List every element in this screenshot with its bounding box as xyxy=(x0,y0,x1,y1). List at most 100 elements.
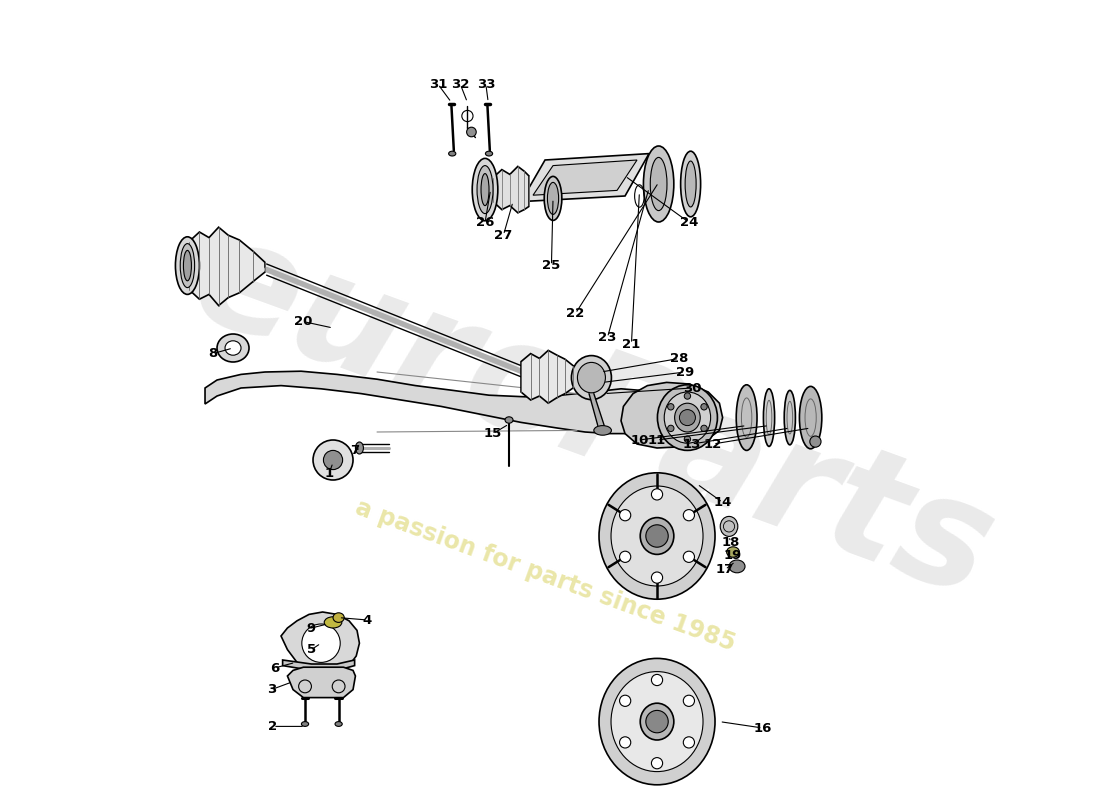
Text: 24: 24 xyxy=(680,216,698,229)
Circle shape xyxy=(619,510,630,521)
Ellipse shape xyxy=(336,722,342,726)
Text: 4: 4 xyxy=(363,614,372,626)
Text: 6: 6 xyxy=(270,662,279,674)
Ellipse shape xyxy=(578,362,605,393)
Polygon shape xyxy=(534,160,637,195)
Text: 1: 1 xyxy=(324,467,333,480)
Ellipse shape xyxy=(610,486,703,586)
Circle shape xyxy=(668,403,674,410)
Text: 11: 11 xyxy=(648,434,667,446)
Text: 3: 3 xyxy=(267,683,276,696)
Ellipse shape xyxy=(729,560,745,573)
Ellipse shape xyxy=(640,703,674,740)
Ellipse shape xyxy=(180,243,195,288)
Ellipse shape xyxy=(548,182,559,214)
Text: 23: 23 xyxy=(598,331,617,344)
Polygon shape xyxy=(189,227,265,306)
Ellipse shape xyxy=(600,473,715,599)
Circle shape xyxy=(651,758,662,769)
Circle shape xyxy=(301,624,340,662)
Ellipse shape xyxy=(485,151,493,156)
Circle shape xyxy=(646,525,668,547)
Ellipse shape xyxy=(477,166,493,214)
Ellipse shape xyxy=(301,722,309,726)
Polygon shape xyxy=(280,612,360,674)
Polygon shape xyxy=(493,166,529,213)
Text: 5: 5 xyxy=(307,643,316,656)
Text: 19: 19 xyxy=(724,549,743,562)
Ellipse shape xyxy=(784,390,795,445)
Text: 33: 33 xyxy=(476,78,495,90)
Circle shape xyxy=(810,436,821,447)
Circle shape xyxy=(651,489,662,500)
Ellipse shape xyxy=(594,426,612,435)
Ellipse shape xyxy=(658,385,717,450)
Ellipse shape xyxy=(664,392,711,443)
Circle shape xyxy=(619,695,630,706)
Ellipse shape xyxy=(449,151,455,156)
Text: 17: 17 xyxy=(716,563,734,576)
Text: euroParts: euroParts xyxy=(174,202,1012,630)
Text: 25: 25 xyxy=(542,259,561,272)
Circle shape xyxy=(323,450,342,470)
Text: 13: 13 xyxy=(683,438,702,450)
Text: 29: 29 xyxy=(675,366,694,378)
Circle shape xyxy=(651,572,662,583)
Circle shape xyxy=(651,674,662,686)
Text: 26: 26 xyxy=(476,216,494,229)
Text: 27: 27 xyxy=(494,229,513,242)
Ellipse shape xyxy=(720,517,738,536)
Circle shape xyxy=(683,551,694,562)
Polygon shape xyxy=(283,660,354,670)
Circle shape xyxy=(683,510,694,521)
Ellipse shape xyxy=(544,176,562,221)
Circle shape xyxy=(314,440,353,480)
Circle shape xyxy=(619,737,630,748)
Ellipse shape xyxy=(674,403,701,432)
Ellipse shape xyxy=(640,518,674,554)
Ellipse shape xyxy=(610,672,703,771)
Text: 12: 12 xyxy=(704,438,723,450)
Ellipse shape xyxy=(650,158,667,210)
Circle shape xyxy=(683,737,694,748)
Circle shape xyxy=(680,410,695,426)
Polygon shape xyxy=(521,154,649,202)
Circle shape xyxy=(701,403,707,410)
Ellipse shape xyxy=(481,174,490,206)
Text: 31: 31 xyxy=(429,78,447,90)
Text: 21: 21 xyxy=(623,338,640,350)
Ellipse shape xyxy=(685,161,696,207)
Ellipse shape xyxy=(800,386,822,449)
Ellipse shape xyxy=(355,442,363,454)
Text: 32: 32 xyxy=(451,78,470,90)
Ellipse shape xyxy=(472,158,498,221)
Ellipse shape xyxy=(571,355,612,399)
Circle shape xyxy=(684,436,691,442)
Circle shape xyxy=(684,393,691,399)
Ellipse shape xyxy=(505,417,513,423)
Polygon shape xyxy=(621,382,723,448)
Polygon shape xyxy=(205,371,666,434)
Ellipse shape xyxy=(763,389,774,446)
Text: a passion for parts since 1985: a passion for parts since 1985 xyxy=(352,496,738,656)
Text: 8: 8 xyxy=(208,347,218,360)
Ellipse shape xyxy=(324,617,342,628)
Text: 15: 15 xyxy=(484,427,503,440)
Text: 10: 10 xyxy=(630,434,649,446)
Ellipse shape xyxy=(226,341,241,355)
Text: 18: 18 xyxy=(722,536,740,549)
Circle shape xyxy=(683,695,694,706)
Circle shape xyxy=(646,710,668,733)
Ellipse shape xyxy=(644,146,674,222)
Text: 30: 30 xyxy=(683,382,702,394)
Circle shape xyxy=(466,127,476,137)
Ellipse shape xyxy=(217,334,249,362)
Ellipse shape xyxy=(333,613,344,622)
Polygon shape xyxy=(521,350,580,403)
Ellipse shape xyxy=(600,658,715,785)
Text: 22: 22 xyxy=(566,307,584,320)
Text: 9: 9 xyxy=(307,622,316,634)
Ellipse shape xyxy=(736,385,757,450)
Ellipse shape xyxy=(175,237,199,294)
Polygon shape xyxy=(287,667,355,698)
